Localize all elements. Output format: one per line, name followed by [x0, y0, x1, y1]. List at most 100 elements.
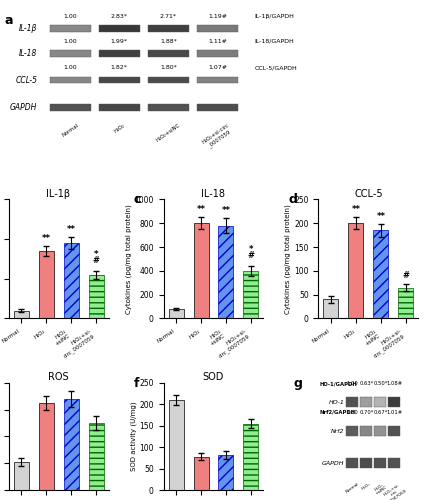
Bar [243, 271, 258, 318]
Text: H₂O₂
+siNC: H₂O₂ +siNC [371, 482, 388, 496]
Bar [98, 50, 139, 57]
Text: 1.07#: 1.07# [207, 65, 227, 70]
Bar [374, 398, 386, 407]
Bar [360, 426, 371, 436]
Bar [197, 76, 238, 84]
Bar [197, 104, 238, 112]
Text: 1.11#: 1.11# [207, 39, 227, 44]
Bar [98, 104, 139, 112]
Text: 0.50*: 0.50* [372, 381, 387, 386]
Text: 0.70*: 0.70* [358, 410, 373, 415]
Text: 2.71*: 2.71* [159, 14, 176, 19]
Bar [323, 300, 338, 318]
Bar [197, 50, 238, 57]
Bar [147, 50, 188, 57]
Bar [360, 398, 371, 407]
Text: **: ** [66, 225, 75, 234]
Y-axis label: Cytokines (pg/mg total protein): Cytokines (pg/mg total protein) [125, 204, 131, 314]
Y-axis label: Cytokines (pg/mg total protein): Cytokines (pg/mg total protein) [284, 204, 291, 314]
Text: 1.00: 1.00 [346, 381, 357, 386]
Text: IL-1β/GAPDH: IL-1β/GAPDH [254, 14, 294, 19]
Bar [193, 223, 208, 318]
Text: f: f [133, 378, 139, 390]
Text: 1.82*: 1.82* [110, 65, 127, 70]
Bar [374, 458, 386, 468]
Text: GAPDH: GAPDH [10, 103, 37, 112]
Text: 1.88*: 1.88* [160, 39, 176, 44]
Title: SOD: SOD [202, 372, 224, 382]
Text: 1.08#: 1.08# [386, 381, 402, 386]
Bar [360, 458, 371, 468]
Text: HO-1/GAPDH: HO-1/GAPDH [319, 381, 357, 386]
Text: **: ** [41, 234, 50, 242]
Bar [168, 400, 183, 490]
Text: 1.00: 1.00 [63, 65, 77, 70]
Text: a: a [4, 14, 13, 27]
Text: *: * [94, 250, 98, 259]
Text: c: c [133, 194, 141, 206]
Bar [374, 426, 386, 436]
Title: CCL-5: CCL-5 [353, 188, 382, 198]
Title: IL-18: IL-18 [201, 188, 225, 198]
Bar [14, 310, 29, 318]
Text: 1.00: 1.00 [63, 39, 77, 44]
Text: g: g [293, 378, 302, 390]
Bar [345, 458, 358, 468]
Text: #: # [402, 271, 409, 280]
Bar [197, 26, 238, 32]
Text: HO-1: HO-1 [328, 400, 344, 404]
Bar [147, 76, 188, 84]
Text: 1.01#: 1.01# [386, 410, 402, 415]
Bar [218, 226, 233, 318]
Text: Nrf2: Nrf2 [330, 428, 344, 434]
Bar [345, 426, 358, 436]
Text: #: # [92, 256, 99, 265]
Bar [98, 26, 139, 32]
Bar [88, 423, 103, 490]
Bar [49, 104, 90, 112]
Text: IL-18: IL-18 [19, 50, 37, 58]
Text: H₂O₂+si-
circ
_0007059: H₂O₂+si- circ _0007059 [381, 482, 406, 500]
Text: Nrf2/GAPDH: Nrf2/GAPDH [319, 410, 355, 415]
Text: H₂O₂: H₂O₂ [360, 482, 371, 490]
Text: 1.00: 1.00 [346, 410, 357, 415]
Bar [243, 424, 258, 490]
Text: Normal: Normal [60, 122, 79, 138]
Bar [388, 426, 400, 436]
Bar [147, 104, 188, 112]
Bar [348, 223, 363, 318]
Bar [63, 399, 78, 490]
Text: *: * [248, 245, 253, 254]
Text: 1.80*: 1.80* [160, 65, 176, 70]
Bar [388, 398, 400, 407]
Text: #: # [247, 251, 254, 260]
Bar [147, 26, 188, 32]
Text: H₂O₂+siNC: H₂O₂+siNC [155, 122, 181, 142]
Bar [88, 275, 103, 318]
Text: 1.19#: 1.19# [207, 14, 227, 19]
Text: CCL-5/GAPDH: CCL-5/GAPDH [254, 65, 296, 70]
Bar [397, 288, 412, 318]
Text: **: ** [196, 204, 205, 214]
Text: 1.99*: 1.99* [110, 39, 127, 44]
Bar [218, 455, 233, 490]
Title: ROS: ROS [48, 372, 69, 382]
Text: CCL-5: CCL-5 [15, 76, 37, 84]
Bar [38, 251, 53, 318]
Text: GAPDH: GAPDH [321, 460, 344, 466]
Y-axis label: SOD activity (U/mg): SOD activity (U/mg) [130, 402, 136, 471]
Bar [49, 26, 90, 32]
Text: Normal: Normal [344, 482, 359, 494]
Text: IL-1β: IL-1β [19, 24, 37, 34]
Text: 1.00: 1.00 [63, 14, 77, 19]
Bar [98, 76, 139, 84]
Bar [14, 462, 29, 490]
Bar [345, 398, 358, 407]
Text: **: ** [376, 212, 385, 220]
Bar [49, 76, 90, 84]
Bar [193, 456, 208, 490]
Text: H₂O₂: H₂O₂ [112, 122, 125, 134]
Bar [373, 230, 388, 318]
Text: d: d [288, 194, 296, 206]
Text: 0.63*: 0.63* [359, 381, 373, 386]
